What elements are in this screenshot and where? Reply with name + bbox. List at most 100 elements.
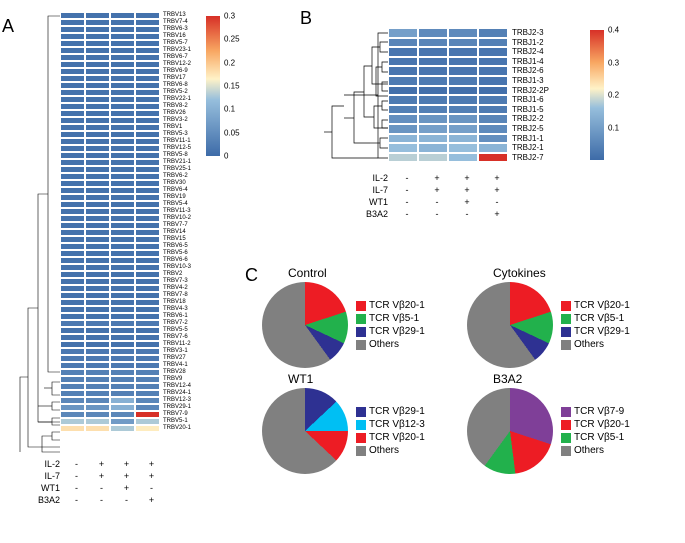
row-label: TRBV10-2: [163, 215, 191, 222]
heatmap-cell: [110, 369, 135, 376]
heatmap-cell: [60, 215, 85, 222]
heatmap-cell: [85, 327, 110, 334]
condition-cell: +: [114, 459, 139, 469]
heatmap-row: TRBV21-1: [60, 159, 250, 166]
legend-label: Others: [369, 338, 399, 351]
heatmap-cell: [110, 250, 135, 257]
heatmap-row: TRBV10-3: [60, 264, 250, 271]
heatmap-cell: [135, 418, 160, 425]
row-label: TRBV12-5: [163, 145, 191, 152]
legend-swatch: [561, 327, 571, 337]
heatmap-cell: [60, 383, 85, 390]
heatmap-cell: [388, 95, 418, 105]
heatmap-cell: [418, 38, 448, 48]
colorbar-tick: 0.3: [224, 12, 235, 21]
heatmap-cell: [85, 418, 110, 425]
legend-row: TCR Vβ20-1: [561, 299, 630, 312]
heatmap-row: TRBV20-1: [60, 425, 250, 432]
condition-cell: +: [139, 459, 164, 469]
heatmap-row: TRBV6-4: [60, 187, 250, 194]
heatmap-cell: [135, 222, 160, 229]
heatmap-cell: [85, 82, 110, 89]
heatmap-cell: [448, 153, 478, 163]
heatmap-cell: [110, 173, 135, 180]
heatmap-a: TRBV13TRBV7-4TRBV6-3TRBV16TRBV5-7TRBV23-…: [60, 12, 250, 432]
colorbar-tick: 0.1: [224, 105, 235, 114]
legend-label: TCR Vβ29-1: [369, 405, 425, 418]
heatmap-cell: [478, 28, 508, 38]
heatmap-cell: [135, 404, 160, 411]
dendrogram-b: [320, 28, 388, 162]
heatmap-cell: [135, 362, 160, 369]
heatmap-cell: [60, 320, 85, 327]
heatmap-cell: [60, 187, 85, 194]
heatmap-cell: [110, 47, 135, 54]
heatmap-row: TRBJ1-6: [388, 95, 549, 105]
heatmap-row: TRBV6-3: [60, 26, 250, 33]
heatmap-row: TRBV12-5: [60, 145, 250, 152]
heatmap-cell: [388, 86, 418, 96]
heatmap-cell: [418, 143, 448, 153]
row-label: TRBV24-1: [163, 390, 191, 397]
condition-cell: +: [139, 471, 164, 481]
heatmap-cell: [135, 320, 160, 327]
row-label: TRBV16: [163, 33, 186, 40]
row-label: TRBV29-1: [163, 404, 191, 411]
heatmap-row: TRBV7-7: [60, 222, 250, 229]
heatmap-cell: [110, 208, 135, 215]
heatmap-row: TRBJ2-3: [388, 28, 549, 38]
heatmap-row: TRBJ2-5: [388, 124, 549, 134]
pie-block: ControlTCR Vβ20-1TCR Vβ5-1TCR Vβ29-1Othe…: [262, 282, 467, 368]
row-label: TRBV6-1: [163, 313, 188, 320]
condition-cell: -: [452, 209, 482, 219]
legend-swatch: [561, 446, 571, 456]
row-label: TRBV5-7: [163, 40, 188, 47]
legend-label: TCR Vβ20-1: [369, 299, 425, 312]
heatmap-cell: [60, 411, 85, 418]
heatmap-cell: [110, 131, 135, 138]
row-label: TRBJ2-6: [512, 66, 544, 76]
heatmap-cell: [85, 54, 110, 61]
heatmap-cell: [110, 320, 135, 327]
heatmap-cell: [135, 82, 160, 89]
heatmap-cell: [388, 28, 418, 38]
heatmap-cell: [418, 76, 448, 86]
heatmap-cell: [85, 355, 110, 362]
legend-label: TCR Vβ7-9: [574, 405, 624, 418]
heatmap-row: TRBV28: [60, 369, 250, 376]
heatmap-row: TRBV11-3: [60, 208, 250, 215]
heatmap-cell: [85, 222, 110, 229]
heatmap-row: TRBV7-4: [60, 19, 250, 26]
heatmap-cell: [85, 404, 110, 411]
heatmap-cell: [110, 187, 135, 194]
row-label: TRBV3-1: [163, 348, 188, 355]
row-label: TRBJ2-4: [512, 47, 544, 57]
condition-label: B3A2: [360, 209, 388, 219]
row-label: TRBV5-8: [163, 152, 188, 159]
heatmap-cell: [85, 348, 110, 355]
heatmap-cell: [110, 201, 135, 208]
row-label: TRBJ1-5: [512, 105, 544, 115]
heatmap-cell: [135, 166, 160, 173]
dendrogram-a: [18, 12, 60, 455]
heatmap-cell: [135, 215, 160, 222]
heatmap-cell: [388, 143, 418, 153]
row-label: TRBV4-1: [163, 362, 188, 369]
heatmap-cell: [110, 418, 135, 425]
row-label: TRBJ2-3: [512, 28, 544, 38]
row-label: TRBV11-2: [163, 341, 191, 348]
legend-row: TCR Vβ7-9: [561, 405, 630, 418]
heatmap-cell: [110, 19, 135, 26]
legend-swatch: [356, 407, 366, 417]
heatmap-cell: [448, 95, 478, 105]
heatmap-cell: [60, 362, 85, 369]
condition-cell: +: [89, 459, 114, 469]
colorbar-b: 0.10.20.30.4: [590, 30, 604, 160]
heatmap-cell: [60, 236, 85, 243]
row-label: TRBV19: [163, 194, 186, 201]
heatmap-cell: [418, 86, 448, 96]
pie-legend: TCR Vβ20-1TCR Vβ5-1TCR Vβ29-1Others: [561, 299, 630, 351]
heatmap-cell: [110, 355, 135, 362]
heatmap-cell: [448, 66, 478, 76]
heatmap-cell: [110, 103, 135, 110]
